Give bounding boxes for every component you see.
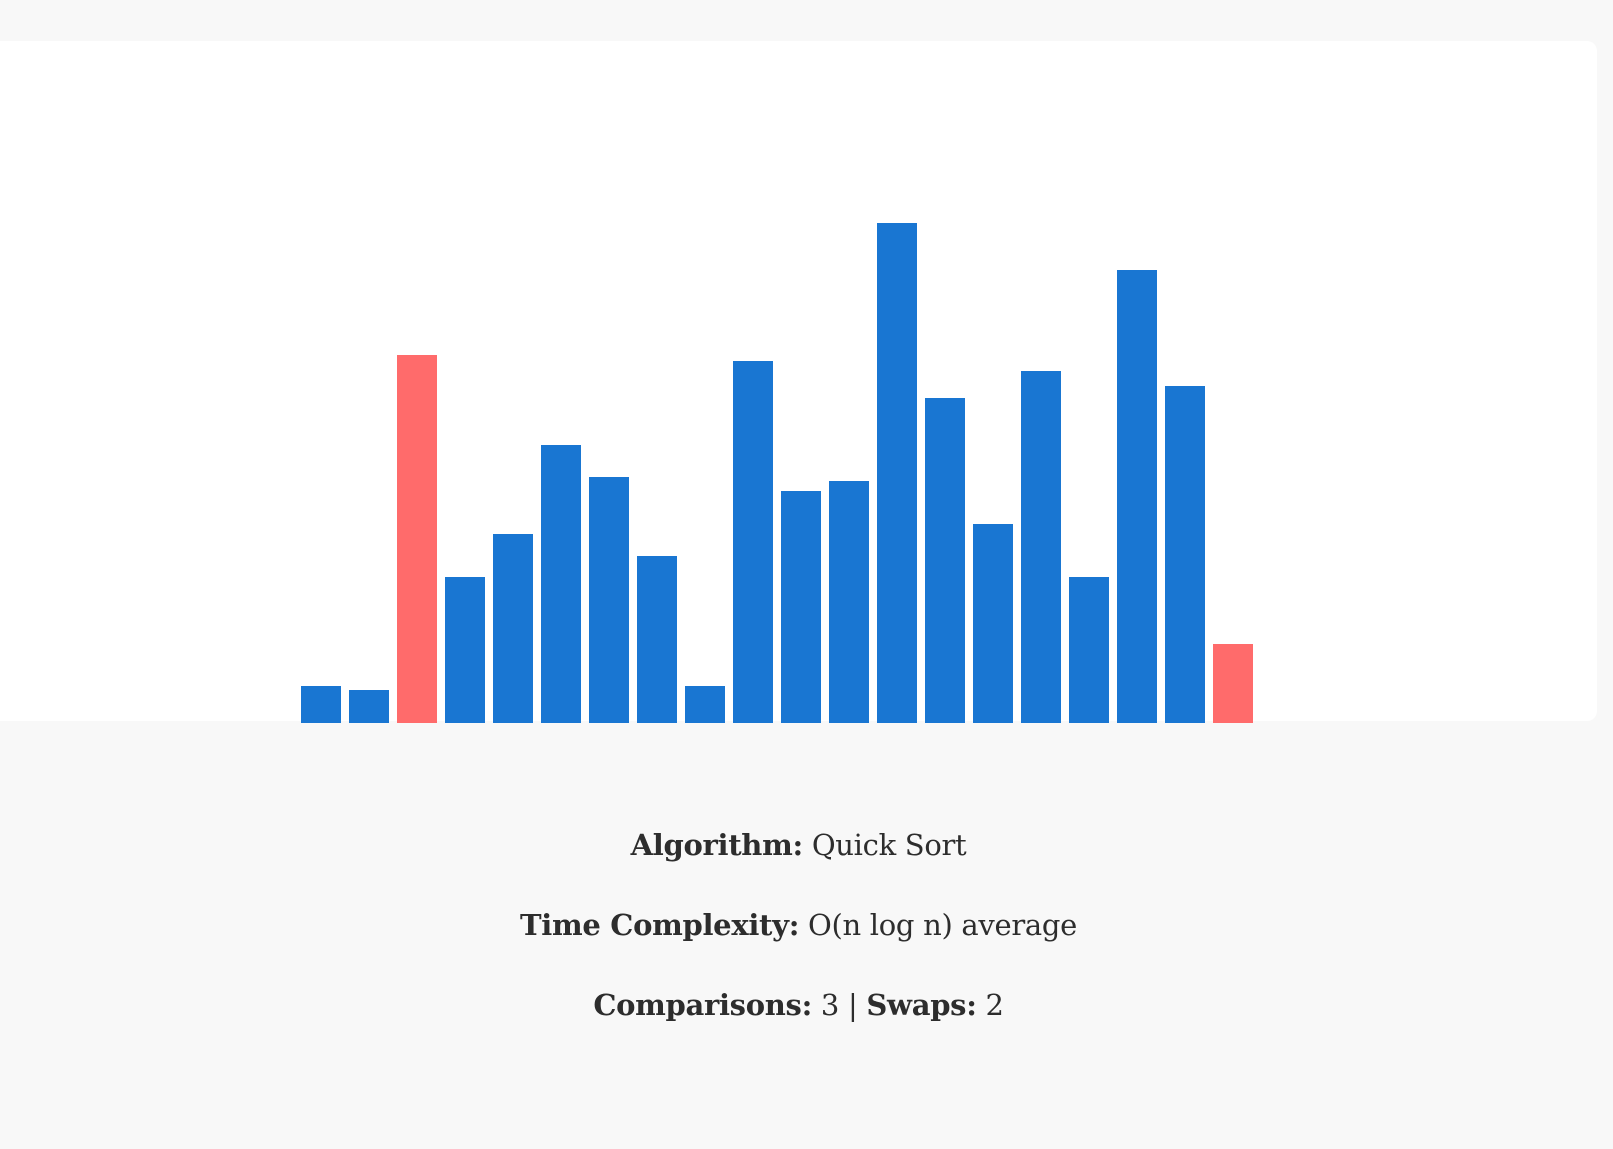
bar-1 — [349, 690, 389, 723]
algorithm-line: Algorithm: Quick Sort — [0, 825, 1597, 865]
bar-9 — [733, 361, 773, 723]
bar-0 — [301, 686, 341, 723]
bar-5 — [541, 445, 581, 723]
bar-4 — [493, 534, 533, 723]
bar-10 — [781, 491, 821, 723]
bar-chart — [301, 211, 1263, 723]
counter-separator: | — [847, 988, 858, 1022]
algorithm-value: Quick Sort — [811, 828, 967, 862]
bar-8 — [685, 686, 725, 723]
bar-11 — [829, 481, 869, 723]
stats-panel: Algorithm: Quick Sort Time Complexity: O… — [0, 825, 1597, 1065]
bar-6 — [589, 477, 629, 723]
complexity-line: Time Complexity: O(n log n) average — [0, 905, 1597, 945]
counters-line: Comparisons: 3 | Swaps: 2 — [0, 985, 1597, 1025]
bar-14 — [973, 524, 1013, 723]
swaps-value: 2 — [985, 988, 1004, 1022]
bar-16 — [1069, 577, 1109, 723]
bar-19 — [1213, 644, 1253, 723]
bar-3 — [445, 577, 485, 723]
bar-13 — [925, 398, 965, 723]
comparisons-value: 3 — [820, 988, 840, 1022]
bar-12 — [877, 223, 917, 723]
bar-7 — [637, 556, 677, 723]
comparisons-label: Comparisons: — [593, 988, 812, 1022]
bar-18 — [1165, 386, 1205, 723]
complexity-value: O(n log n) average — [808, 908, 1078, 942]
visualization-panel — [0, 41, 1597, 723]
algorithm-label: Algorithm: — [630, 828, 804, 862]
bar-17 — [1117, 270, 1157, 723]
bar-15 — [1021, 371, 1061, 723]
complexity-label: Time Complexity: — [519, 908, 800, 942]
bar-2 — [397, 355, 437, 723]
swaps-label: Swaps: — [866, 988, 977, 1022]
